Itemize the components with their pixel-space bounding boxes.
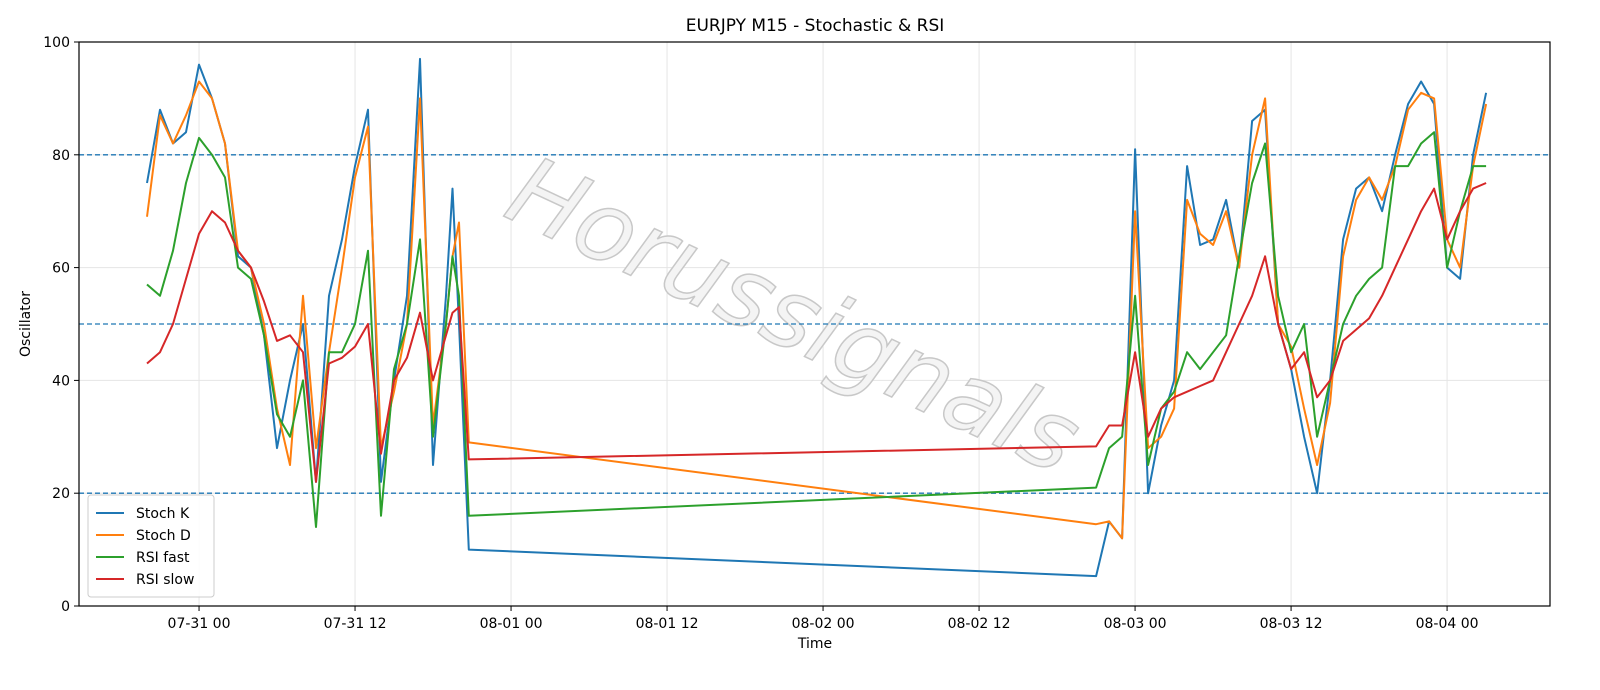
x-tick-label: 07-31 00 [168,616,231,632]
legend-label: RSI fast [136,550,190,566]
watermark: Horussignals [491,134,1096,496]
x-tick-label: 08-01 00 [480,616,543,632]
legend-label: Stoch K [136,506,190,522]
series-line [146,182,1487,483]
legend-label: Stoch D [136,528,191,544]
y-tick-label: 100 [43,35,70,51]
y-tick-label: 0 [61,599,70,615]
y-tick-label: 80 [52,148,70,164]
y-tick-label: 60 [52,261,70,277]
series-line [146,80,1488,540]
x-tick-label: 08-01 12 [636,616,699,632]
legend-box [87,494,215,598]
series-line [146,131,1487,528]
legend-label: RSI slow [136,572,194,588]
x-tick-label: 08-03 12 [1260,616,1323,632]
x-axis-label: Time [797,636,832,652]
x-tick-label: 08-02 12 [948,616,1011,632]
x-tick-label: 08-04 00 [1416,616,1479,632]
x-tick-label: 08-02 00 [792,616,855,632]
chart-title: EURJPY M15 - Stochastic & RSI [686,16,945,36]
y-tick-label: 40 [52,373,70,389]
x-tick-label: 07-31 12 [324,616,387,632]
y-tick-label: 20 [52,486,70,502]
x-tick-label: 08-03 00 [1104,616,1167,632]
y-axis-label: Oscillator [18,291,34,357]
plot-frame [78,41,1551,607]
